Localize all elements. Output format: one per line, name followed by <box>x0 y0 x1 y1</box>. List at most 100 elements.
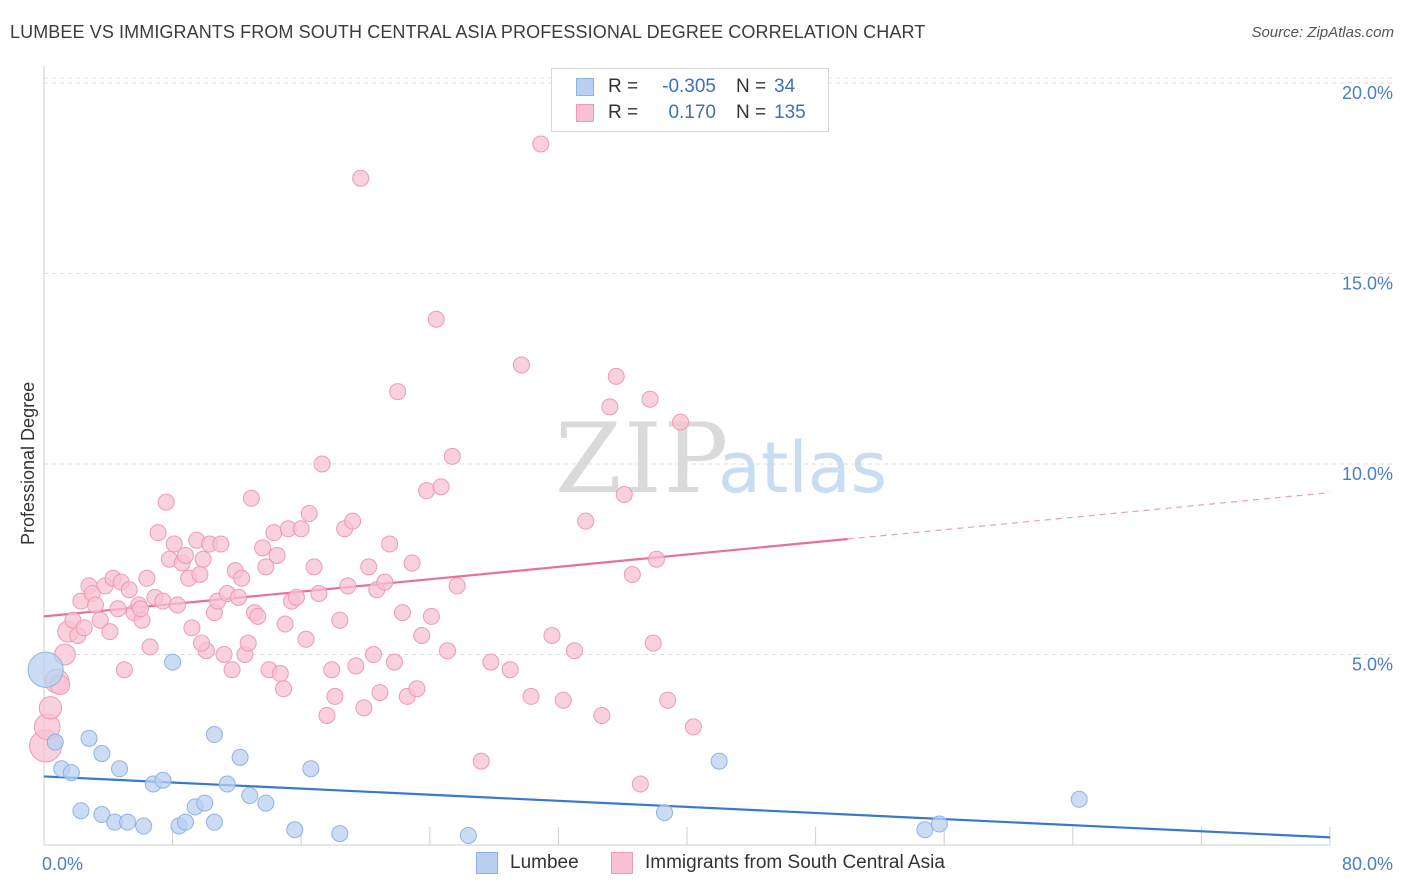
data-point-immigrants <box>194 550 212 568</box>
data-point-immigrants <box>607 367 625 385</box>
data-point-lumbee <box>231 748 249 766</box>
data-point-immigrants <box>482 653 500 671</box>
data-point-immigrants <box>257 558 275 576</box>
data-point-lumbee <box>930 815 948 833</box>
legend-r-label: R = <box>608 102 639 123</box>
y-tick-label: 15.0% <box>1342 274 1393 294</box>
series-legend: Lumbee Immigrants from South Central Asi… <box>0 852 1406 878</box>
data-point-immigrants <box>659 691 677 709</box>
grid-layer <box>44 77 1395 655</box>
data-point-immigrants <box>38 696 63 720</box>
data-point-lumbee <box>205 813 223 831</box>
y-tick-label: 5.0% <box>1352 655 1393 675</box>
data-point-immigrants <box>239 634 257 652</box>
y-tick-label: 20.0% <box>1342 83 1393 103</box>
legend-swatch-pink <box>576 104 594 122</box>
data-point-immigrants <box>120 581 138 599</box>
data-point-immigrants <box>472 752 490 770</box>
data-point-immigrants <box>149 524 167 542</box>
data-point-immigrants <box>381 535 399 553</box>
data-point-immigrants <box>233 569 251 587</box>
data-point-immigrants <box>191 565 209 583</box>
data-point-lumbee <box>655 804 673 822</box>
data-point-immigrants <box>157 493 175 511</box>
legend-n-value: 34 <box>774 76 796 97</box>
data-point-immigrants <box>331 611 349 629</box>
data-point-immigrants <box>543 626 561 644</box>
watermark-atlas: atlas <box>718 427 887 509</box>
data-point-immigrants <box>631 775 649 793</box>
data-point-lumbee <box>27 651 64 688</box>
data-point-lumbee <box>93 745 111 763</box>
data-point-lumbee <box>196 794 214 812</box>
data-point-immigrants <box>86 596 104 614</box>
data-point-immigrants <box>389 383 407 401</box>
data-point-immigrants <box>305 558 323 576</box>
legend-r-label: R = <box>608 76 639 97</box>
data-point-immigrants <box>427 310 445 328</box>
data-point-immigrants <box>292 520 310 538</box>
data-point-immigrants <box>365 646 383 663</box>
legend-row-lumbee: R = -0.305 N = 34 <box>576 74 814 100</box>
data-point-lumbee <box>1070 790 1088 808</box>
data-point-immigrants <box>109 600 127 618</box>
data-point-immigrants <box>168 596 186 614</box>
data-point-immigrants <box>565 642 583 660</box>
data-point-immigrants <box>438 642 456 660</box>
data-point-immigrants <box>413 626 431 644</box>
tick-layer: 5.0% 10.0% 15.0% 20.0% 0.0% 80.0% <box>42 83 1393 874</box>
data-point-immigrants <box>601 398 619 416</box>
data-point-lumbee <box>302 760 320 778</box>
data-point-immigrants <box>287 588 305 606</box>
data-point-lumbee <box>80 729 98 747</box>
data-point-lumbee <box>205 726 223 744</box>
data-point-immigrants <box>418 482 436 500</box>
legend-item-lumbee[interactable]: Lumbee <box>476 852 579 874</box>
data-point-immigrants <box>131 600 149 618</box>
legend-r-value: 0.170 <box>668 102 716 123</box>
axis-layer <box>43 66 1331 846</box>
legend-swatch-blue <box>476 852 498 874</box>
data-point-immigrants <box>183 619 201 637</box>
points-layer <box>27 135 1088 844</box>
data-point-immigrants <box>403 554 421 572</box>
data-point-immigrants <box>371 684 389 702</box>
data-point-immigrants <box>385 653 403 671</box>
data-point-immigrants <box>352 169 370 187</box>
data-point-immigrants <box>275 680 293 698</box>
correlation-legend: R = -0.305 N = 34 R = 0.170 N = 135 <box>551 68 829 132</box>
data-point-lumbee <box>331 825 349 843</box>
data-point-immigrants <box>615 485 633 503</box>
y-tick-label: 10.0% <box>1342 464 1393 484</box>
legend-swatch-blue <box>576 78 594 96</box>
data-point-immigrants <box>647 550 665 568</box>
data-point-immigrants <box>432 478 450 496</box>
data-point-lumbee <box>111 760 129 778</box>
data-point-immigrants <box>376 573 394 591</box>
data-point-immigrants <box>249 607 267 625</box>
data-point-lumbee <box>218 775 236 793</box>
data-point-lumbee <box>241 786 259 804</box>
source-credit: Source: ZipAtlas.com <box>1251 24 1394 41</box>
data-point-immigrants <box>91 611 109 629</box>
data-point-lumbee <box>119 813 137 831</box>
data-point-immigrants <box>339 577 357 595</box>
data-point-immigrants <box>276 615 294 633</box>
data-point-immigrants <box>101 623 119 641</box>
data-point-lumbee <box>164 653 182 671</box>
data-point-immigrants <box>310 585 328 603</box>
data-point-immigrants <box>115 661 133 679</box>
data-point-lumbee <box>710 752 728 770</box>
data-point-immigrants <box>318 706 336 724</box>
data-point-lumbee <box>257 794 275 812</box>
legend-label-immigrants: Immigrants from South Central Asia <box>645 852 945 873</box>
data-point-immigrants <box>344 512 362 530</box>
data-point-immigrants <box>154 592 172 610</box>
legend-item-immigrants[interactable]: Immigrants from South Central Asia <box>611 852 945 874</box>
legend-label-lumbee: Lumbee <box>510 852 579 873</box>
data-point-immigrants <box>448 577 466 595</box>
watermark: ZIP atlas <box>555 403 887 515</box>
legend-r-value: -0.305 <box>662 76 716 97</box>
data-point-immigrants <box>300 505 318 523</box>
